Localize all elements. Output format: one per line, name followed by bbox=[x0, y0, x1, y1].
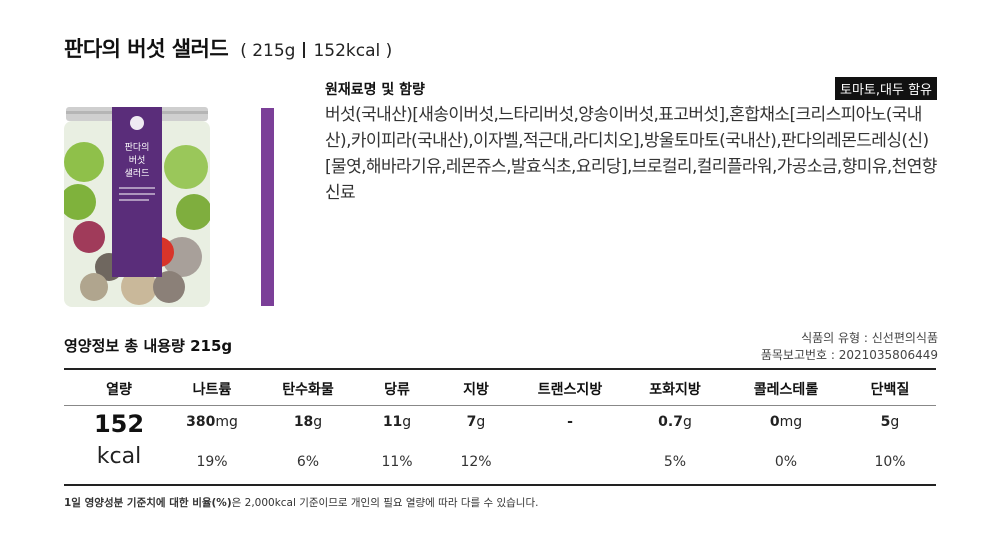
calories-value: 152 bbox=[93, 410, 145, 438]
label-line1: 버섯 bbox=[129, 155, 146, 166]
nutrient-header: 탄수화물 bbox=[282, 382, 334, 398]
nutrient-amount: 0.7g bbox=[658, 414, 692, 430]
product-spec: ( 215g 152kcal ) bbox=[240, 41, 393, 61]
food-type: 식품의 유형 : 신선편의식품 bbox=[801, 331, 938, 345]
product-image: 판다의 버섯 샐러드 bbox=[64, 107, 210, 307]
nutrient-header: 지방 bbox=[463, 382, 489, 398]
footnote-bold: 1일 영양성분 기준치에 대한 비율(%) bbox=[64, 497, 232, 509]
product-name: 판다의 버섯 샐러드 bbox=[64, 37, 229, 61]
nutrition-heading: 영양정보 총 내용량 215g bbox=[64, 337, 233, 355]
nutrient-header: 나트륨 bbox=[192, 382, 232, 398]
nutrient-percent: 6% bbox=[296, 454, 320, 470]
nutrient-header: 단백질 bbox=[870, 382, 910, 398]
calories-unit: kcal bbox=[96, 444, 142, 469]
calories-header: 열량 bbox=[106, 382, 132, 398]
nutrient-header: 포화지방 bbox=[649, 382, 701, 398]
nutrient-header: 콜레스테롤 bbox=[753, 382, 819, 398]
nutrient-header: 트랜스지방 bbox=[537, 382, 603, 398]
label-brand: 판다의 bbox=[125, 142, 150, 153]
product-calories: 152kcal bbox=[313, 41, 381, 61]
nutrient-header: 당류 bbox=[384, 382, 410, 398]
ingredients-heading: 원재료명 및 함량 bbox=[325, 82, 425, 98]
nutrient-percent: 10% bbox=[874, 454, 906, 470]
table-bottom-rule bbox=[64, 484, 936, 486]
nutrient-percent: 5% bbox=[663, 454, 687, 470]
nutrient-percent: 19% bbox=[196, 454, 228, 470]
report-number: 품목보고번호 : 2021035806449 bbox=[760, 348, 938, 362]
nutrient-amount: 0mg bbox=[769, 414, 803, 430]
nutrient-percent: 12% bbox=[460, 454, 492, 470]
nutrient-amount: - bbox=[567, 414, 573, 430]
nutrient-percent: 11% bbox=[381, 454, 413, 470]
page-title: 판다의 버섯 샐러드( 215g 152kcal ) bbox=[64, 33, 392, 63]
nutrient-percent: 0% bbox=[774, 454, 798, 470]
nutrient-amount: 11g bbox=[382, 414, 412, 430]
table-top-rule bbox=[64, 368, 936, 370]
nutrient-amount: 380mg bbox=[186, 414, 238, 430]
product-weight: 215g bbox=[252, 41, 296, 61]
table-header-rule bbox=[64, 405, 936, 406]
footnote: 1일 영양성분 기준치에 대한 비율(%)은 2,000kcal 기준이므로 개… bbox=[64, 495, 538, 510]
nutrient-amount: 18g bbox=[293, 414, 323, 430]
accent-bar bbox=[261, 108, 274, 306]
label-line2: 샐러드 bbox=[125, 168, 150, 179]
nutrient-amount: 5g bbox=[880, 414, 900, 430]
nutrient-amount: 7g bbox=[466, 414, 486, 430]
allergy-badge: 토마토,대두 함유 bbox=[835, 77, 937, 100]
spec-divider bbox=[303, 42, 306, 58]
footnote-text: 은 2,000kcal 기준이므로 개인의 필요 열량에 따라 다를 수 있습니… bbox=[231, 497, 539, 509]
ingredients-text: 버섯(국내산)[새송이버섯,느타리버섯,양송이버섯,표고버섯],혼합채소[크리스… bbox=[325, 105, 937, 203]
